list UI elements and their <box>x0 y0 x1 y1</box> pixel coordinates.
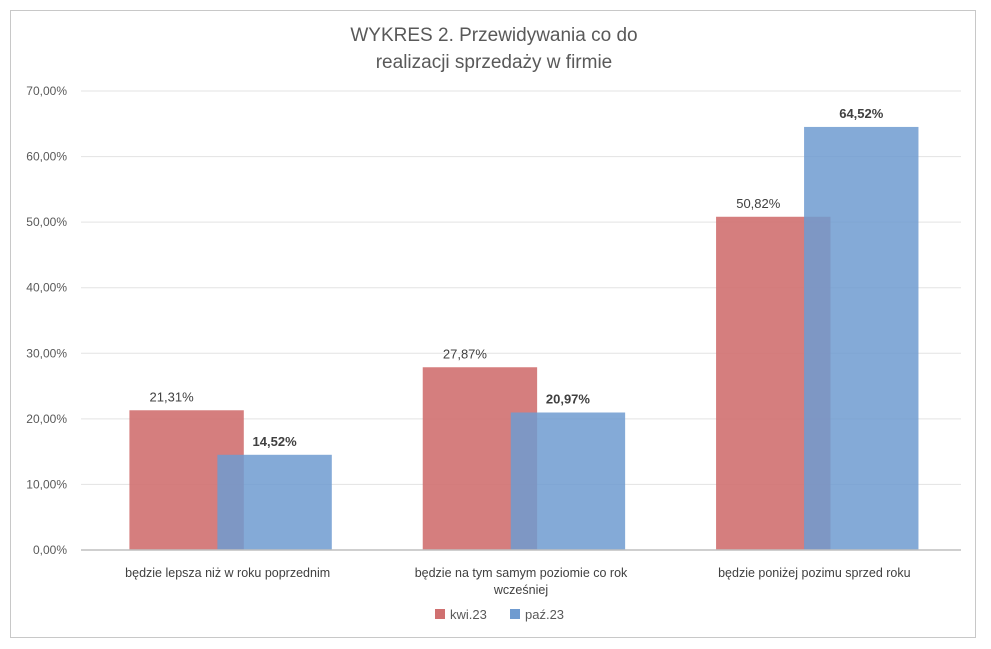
y-tick-label: 50,00% <box>26 215 67 229</box>
y-tick-label: 40,00% <box>26 281 67 295</box>
chart-title-line-2: realizacji sprzedaży w firmie <box>376 52 613 73</box>
bar-paz <box>510 412 626 550</box>
data-label: 21,31% <box>150 389 195 404</box>
legend-swatch <box>435 609 445 619</box>
data-label: 20,97% <box>546 391 591 406</box>
bar-chart: WYKRES 2. Przewidywania co do realizacji… <box>26 25 961 622</box>
data-label: 27,87% <box>443 346 488 361</box>
x-tick-label: wcześniej <box>493 583 548 597</box>
legend-label: paź.23 <box>525 607 564 622</box>
y-tick-label: 70,00% <box>26 84 67 98</box>
bar-paz <box>804 126 919 551</box>
chart-frame: WYKRES 2. Przewidywania co do realizacji… <box>10 10 976 638</box>
legend-swatch <box>510 609 520 619</box>
y-tick-label: 10,00% <box>26 477 67 491</box>
data-label: 50,82% <box>736 196 781 211</box>
data-label: 14,52% <box>253 434 298 449</box>
chart-title-line-1: WYKRES 2. Przewidywania co do <box>350 25 637 46</box>
x-tick-label: będzie poniżej pozimu sprzed roku <box>718 566 911 580</box>
y-tick-label: 30,00% <box>26 346 67 360</box>
y-tick-label: 0,00% <box>33 543 67 557</box>
x-tick-label: będzie na tym samym poziomie co rok <box>415 566 628 580</box>
legend-label: kwi.23 <box>450 607 487 622</box>
y-tick-label: 20,00% <box>26 412 67 426</box>
bar-paz <box>217 454 332 550</box>
x-tick-label: będzie lepsza niż w roku poprzednim <box>125 566 330 580</box>
data-label: 64,52% <box>839 106 884 121</box>
y-tick-label: 60,00% <box>26 150 67 164</box>
